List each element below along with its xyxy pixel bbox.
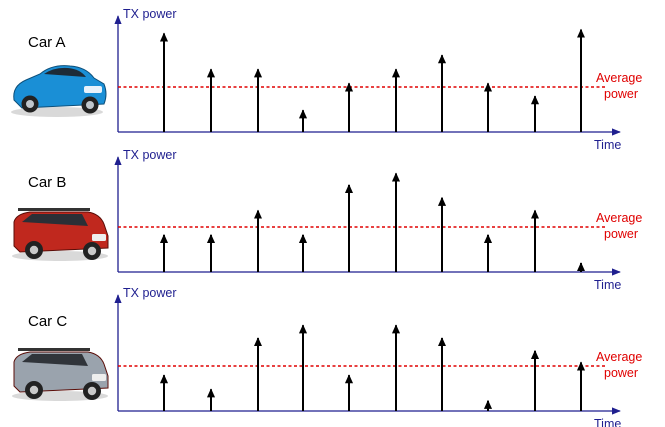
panel-car-c: Car C TX power Time Average power	[12, 286, 642, 427]
y-axis-label: TX power	[123, 148, 177, 162]
car-label: Car A	[28, 34, 66, 51]
average-label-line1: Average	[596, 211, 642, 225]
x-axis-label: Time	[594, 278, 621, 292]
average-label-line2: power	[604, 227, 638, 241]
y-axis-label: TX power	[123, 7, 177, 21]
average-label-line2: power	[604, 366, 638, 380]
average-label-line2: power	[604, 87, 638, 101]
panel-car-b: Car B TX power Time Average power	[12, 148, 642, 292]
silver-suv-icon	[12, 348, 109, 401]
x-axis-label: Time	[594, 417, 621, 427]
red-suv-icon	[12, 208, 109, 261]
car-label: Car B	[28, 174, 66, 191]
blue-sedan-icon	[11, 65, 107, 117]
car-label: Car C	[28, 313, 67, 330]
x-axis-label: Time	[594, 138, 621, 152]
average-label-line1: Average	[596, 350, 642, 364]
y-axis-label: TX power	[123, 286, 177, 300]
panel-car-a: Car A TX power Time Average power	[11, 7, 642, 152]
average-label-line1: Average	[596, 71, 642, 85]
